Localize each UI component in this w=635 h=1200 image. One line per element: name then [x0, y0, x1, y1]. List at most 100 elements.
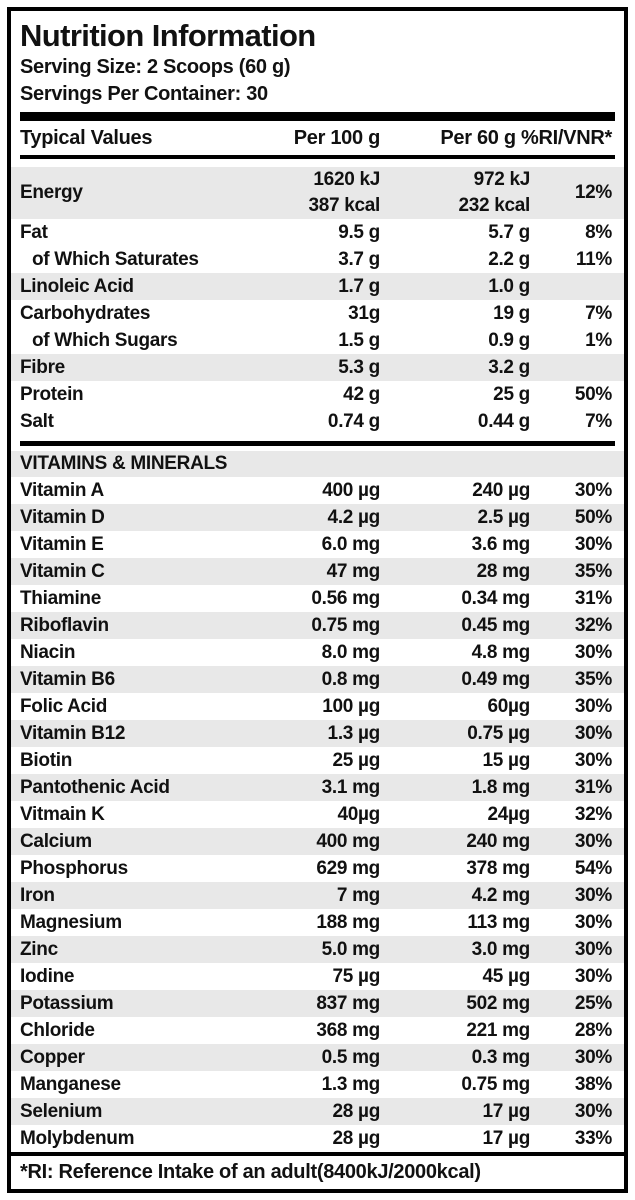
- ri-percent-value: 28%: [574, 1019, 612, 1041]
- ri-percent-value: 12%: [574, 182, 612, 203]
- column-header-per-60g: Per 60 g: [440, 126, 516, 149]
- ri-percent-value: 30%: [574, 722, 612, 744]
- table-row: of Which Saturates 3.7 g 2.2 g 11%: [11, 246, 624, 273]
- per-100g-value: 100 µg: [322, 695, 380, 717]
- per-100g-value: 368 mg: [316, 1019, 380, 1041]
- per-60g-value: 0.9 g: [488, 329, 530, 351]
- table-row: Niacin 8.0 mg 4.8 mg 30%: [11, 639, 624, 666]
- row-label: Riboflavin: [20, 614, 109, 636]
- ri-percent-value: 31%: [574, 587, 612, 609]
- per-60g-value: 3.6 mg: [471, 533, 531, 555]
- table-row: Calcium 400 mg 240 mg 30%: [11, 828, 624, 855]
- row-label: Zinc: [20, 938, 58, 960]
- macronutrient-rows: Energy 1620 kJ 387 kcal 972 kJ 232 kcal …: [11, 167, 624, 435]
- ri-percent-value: 30%: [574, 695, 612, 717]
- vitamin-mineral-rows: Vitamin A 400 µg 240 µg 30% Vitamin D 4.…: [11, 477, 624, 1152]
- table-row: Phosphorus 629 mg 378 mg 54%: [11, 855, 624, 882]
- row-label: Selenium: [20, 1100, 103, 1122]
- per-60g-value: 19 g: [493, 302, 530, 324]
- per-100g-value: 28 µg: [332, 1100, 381, 1122]
- label-header: Nutrition Information Serving Size: 2 Sc…: [11, 11, 624, 112]
- per-100g-value: 837 mg: [316, 992, 380, 1014]
- per-60g-value: 3.2 g: [488, 356, 530, 378]
- table-row: Folic Acid 100 µg 60µg 30%: [11, 693, 624, 720]
- per-60g-value: 221 mg: [466, 1019, 530, 1041]
- row-label: Molybdenum: [20, 1127, 135, 1149]
- per-60g-value: 972 kJ 232 kcal: [458, 169, 530, 216]
- table-row: Fat 9.5 g 5.7 g 8%: [11, 219, 624, 246]
- row-label: Magnesium: [20, 911, 122, 933]
- divider-above-vitamins: [20, 441, 615, 446]
- ri-percent-value: 32%: [574, 803, 612, 825]
- row-label: Phosphorus: [20, 857, 128, 879]
- row-label: Vitmain K: [20, 803, 105, 825]
- table-row: Chloride 368 mg 221 mg 28%: [11, 1017, 624, 1044]
- ri-percent-value: 35%: [574, 668, 612, 690]
- per-100g-value: 0.56 mg: [311, 587, 380, 609]
- row-label: of Which Sugars: [32, 329, 178, 351]
- table-row: Pantothenic Acid 3.1 mg 1.8 mg 31%: [11, 774, 624, 801]
- per-60g-value: 240 mg: [466, 830, 530, 852]
- row-label: Thiamine: [20, 587, 102, 609]
- table-row: Iodine 75 µg 45 µg 30%: [11, 963, 624, 990]
- per-60g-value: 378 mg: [466, 857, 530, 879]
- spacer: [11, 159, 624, 167]
- table-row: Magnesium 188 mg 113 mg 30%: [11, 909, 624, 936]
- per-100g-value: 629 mg: [316, 857, 380, 879]
- per-100g-value: 1.3 mg: [321, 1073, 381, 1095]
- per-100g-value: 400 mg: [316, 830, 380, 852]
- divider-under-header: [20, 155, 615, 159]
- row-label: Manganese: [20, 1073, 121, 1095]
- ri-percent-value: 7%: [585, 410, 612, 432]
- per-60g-value: 60µg: [487, 695, 531, 717]
- ri-percent-value: 30%: [574, 641, 612, 663]
- row-label: Pantothenic Acid: [20, 776, 170, 798]
- row-label: Iodine: [20, 965, 75, 987]
- reference-intake-footnote: *RI: Reference Intake of an adult(8400kJ…: [20, 1161, 481, 1183]
- per-60g-value: 5.7 g: [488, 221, 530, 243]
- per-100g-value: 42 g: [343, 383, 380, 405]
- row-label: Fat: [20, 221, 48, 243]
- ri-percent-value: 50%: [574, 383, 612, 405]
- row-label: Copper: [20, 1046, 85, 1068]
- ri-percent-value: 8%: [585, 221, 612, 243]
- per-100g-value: 188 mg: [316, 911, 380, 933]
- per-100g-value: 0.74 g: [327, 410, 380, 432]
- ri-percent-value: 30%: [574, 1100, 612, 1122]
- per-60g-value: 0.44 g: [477, 410, 530, 432]
- ri-percent-value: 1%: [585, 329, 612, 351]
- row-label: Vitamin B6: [20, 668, 115, 690]
- row-label: Fibre: [20, 356, 65, 378]
- ri-percent-value: 30%: [574, 1046, 612, 1068]
- ri-percent-value: 38%: [574, 1073, 612, 1095]
- ri-percent-value: 30%: [574, 749, 612, 771]
- table-row: Copper 0.5 mg 0.3 mg 30%: [11, 1044, 624, 1071]
- table-row: Linoleic Acid 1.7 g 1.0 g: [11, 273, 624, 300]
- row-label: Calcium: [20, 830, 92, 852]
- ri-percent-value: 54%: [574, 857, 612, 879]
- per-60g-value: 25 g: [493, 383, 530, 405]
- column-header-typical-values: Typical Values: [20, 126, 153, 149]
- per-100g-value: 6.0 mg: [321, 533, 381, 555]
- table-row: Manganese 1.3 mg 0.75 mg 38%: [11, 1071, 624, 1098]
- column-header-per-60g-and-ri: Per 60 g %RI/VNR*: [380, 127, 624, 150]
- per-100g-value: 31g: [348, 302, 380, 324]
- per-100g-value: 40µg: [337, 803, 381, 825]
- row-label: Protein: [20, 383, 84, 405]
- per-100g-value: 1620 kJ 387 kcal: [308, 169, 380, 216]
- table-row: Vitamin B12 1.3 µg 0.75 µg 30%: [11, 720, 624, 747]
- per-100g-value: 0.75 mg: [311, 614, 380, 636]
- per-60g-value: 28 mg: [476, 560, 531, 582]
- row-label: Vitamin E: [20, 533, 104, 555]
- table-row: Selenium 28 µg 17 µg 30%: [11, 1098, 624, 1125]
- row-label: Niacin: [20, 641, 76, 663]
- per-60g-value: 502 mg: [466, 992, 530, 1014]
- per-100g-value: 25 µg: [332, 749, 381, 771]
- table-row: Vitamin D 4.2 µg 2.5 µg 50%: [11, 504, 624, 531]
- per-60g-value: 0.75 µg: [467, 722, 530, 744]
- table-row: Biotin 25 µg 15 µg 30%: [11, 747, 624, 774]
- table-row: Vitamin C 47 mg 28 mg 35%: [11, 558, 624, 585]
- ri-percent-value: 30%: [574, 938, 612, 960]
- table-row: of Which Sugars 1.5 g 0.9 g 1%: [11, 327, 624, 354]
